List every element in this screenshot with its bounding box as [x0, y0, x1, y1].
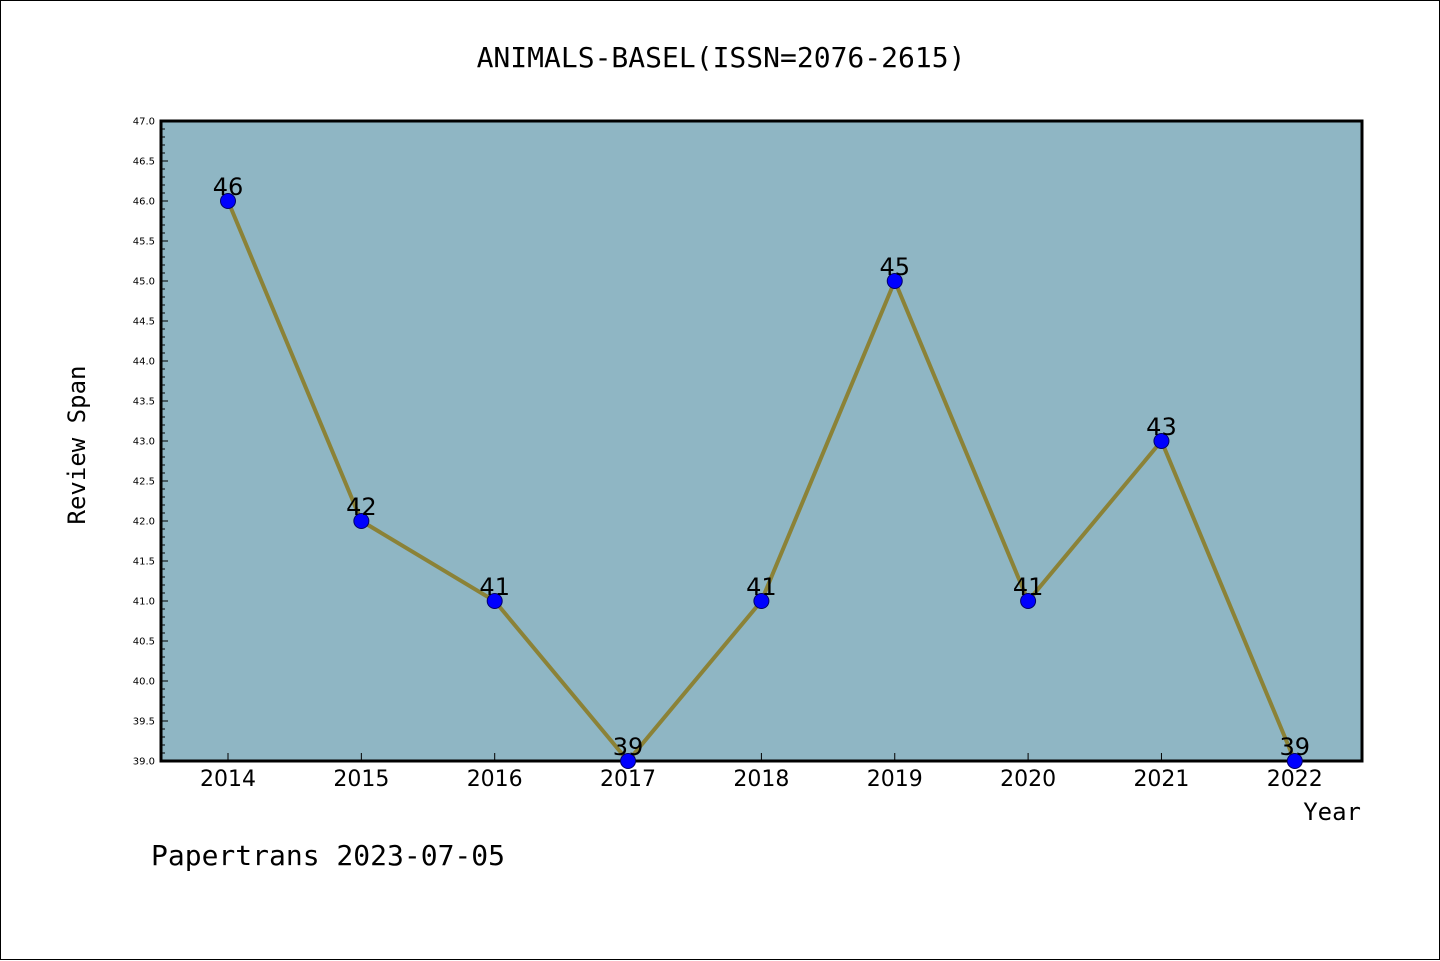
x-tick-label: 2021: [1133, 767, 1189, 792]
x-tick-label: 2016: [467, 767, 523, 792]
x-tick-label: 2014: [200, 767, 256, 792]
data-labels: 46 42 41 39 41 45 41 43 39: [213, 173, 1310, 761]
y-tick-label: 39.5: [133, 717, 155, 728]
data-label-2021: 43: [1146, 413, 1177, 441]
chart-title: ANIMALS-BASEL(ISSN=2076-2615): [477, 41, 966, 74]
x-axis: 2014 2015 2016 2017 2018 2019 2020 2021 2022: [200, 753, 1323, 792]
y-tick-label: 46.5: [133, 157, 155, 168]
x-tick-label: 2017: [600, 767, 656, 792]
x-tick-label: 2015: [333, 767, 389, 792]
y-tick-label: 41.5: [133, 557, 155, 568]
y-tick-label: 42.0: [133, 517, 155, 528]
data-point-2019: [886, 273, 903, 289]
data-point-2020: [1020, 593, 1037, 609]
y-tick-label: 43.0: [133, 437, 155, 448]
data-label-2016: 41: [479, 573, 510, 601]
data-label-2018: 41: [746, 573, 777, 601]
data-label-2019: 45: [879, 253, 910, 281]
x-tick-label: 2020: [1000, 767, 1056, 792]
data-label-2020: 41: [1013, 573, 1044, 601]
x-tick-label: 2022: [1267, 767, 1323, 792]
x-tick-label: 2019: [867, 767, 923, 792]
y-tick-label: 45.5: [133, 237, 155, 248]
y-tick-label: 40.0: [133, 677, 155, 688]
data-label-2022: 39: [1280, 733, 1311, 761]
y-tick-label: 44.5: [133, 317, 155, 328]
data-point-2017: [620, 753, 637, 769]
y-axis-label: Review Span: [63, 366, 91, 525]
x-tick-label: 2018: [733, 767, 789, 792]
data-label-2014: 46: [213, 173, 244, 201]
data-point-2022: [1286, 753, 1303, 769]
data-point-2018: [753, 593, 770, 609]
footer-note: Papertrans 2023-07-05: [151, 839, 505, 872]
y-tick-label: 39.0: [133, 757, 155, 768]
y-tick-label: 46.0: [133, 197, 155, 208]
data-label-2015: 42: [346, 493, 377, 521]
y-tick-label: 47.0: [133, 117, 155, 128]
y-tick-label: 44.0: [133, 357, 155, 368]
data-point-2014: [220, 193, 236, 209]
data-point-2021: [1153, 433, 1170, 449]
y-tick-label: 42.5: [133, 477, 155, 488]
y-tick-label: 45.0: [133, 277, 155, 288]
y-axis: 39.0 39.5 40.0 40.5 41.0 41.5 42.0 42.5 43.0 43.5…: [133, 117, 168, 768]
series-review-span: [220, 193, 1303, 769]
y-tick-label: 43.5: [133, 397, 155, 408]
y-tick-label: 41.0: [133, 597, 155, 608]
plot-area: [159, 119, 1364, 763]
data-label-2017: 39: [613, 733, 644, 761]
x-axis-label: Year: [1303, 798, 1361, 826]
data-point-2016: [486, 593, 503, 609]
data-point-2015: [353, 513, 370, 529]
y-tick-label: 40.5: [133, 637, 155, 648]
